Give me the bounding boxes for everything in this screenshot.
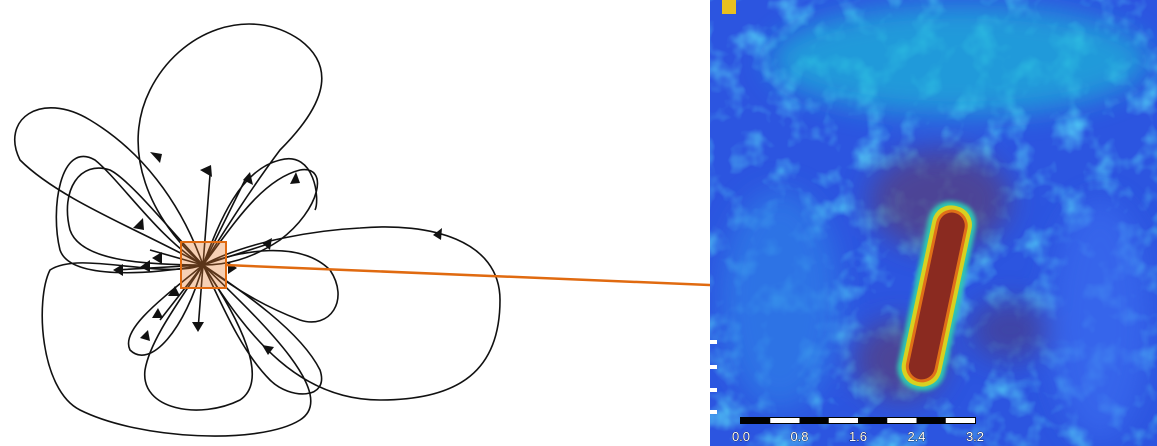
scale-bar-segment <box>946 418 975 423</box>
scale-bar-segment <box>858 418 887 423</box>
scale-bar-segment <box>770 418 799 423</box>
heatmap <box>710 0 1157 446</box>
figure: 0.0 0.8 1.6 2.4 3.2 <box>0 0 1157 446</box>
scale-bar-segment <box>800 418 829 423</box>
focus-box <box>181 242 226 288</box>
scale-bar-label: 1.6 <box>849 429 867 444</box>
scale-bar-label: 0.0 <box>732 429 750 444</box>
scale-bar-segment <box>741 418 770 423</box>
scale-bar-segment <box>887 418 916 423</box>
scale-bar-label: 3.2 <box>966 429 984 444</box>
scale-bar-label: 0.8 <box>790 429 808 444</box>
scale-bar-segment <box>829 418 858 423</box>
scale-bar-label: 2.4 <box>907 429 925 444</box>
trajectories <box>15 24 500 436</box>
scale-bar-segment <box>917 418 946 423</box>
